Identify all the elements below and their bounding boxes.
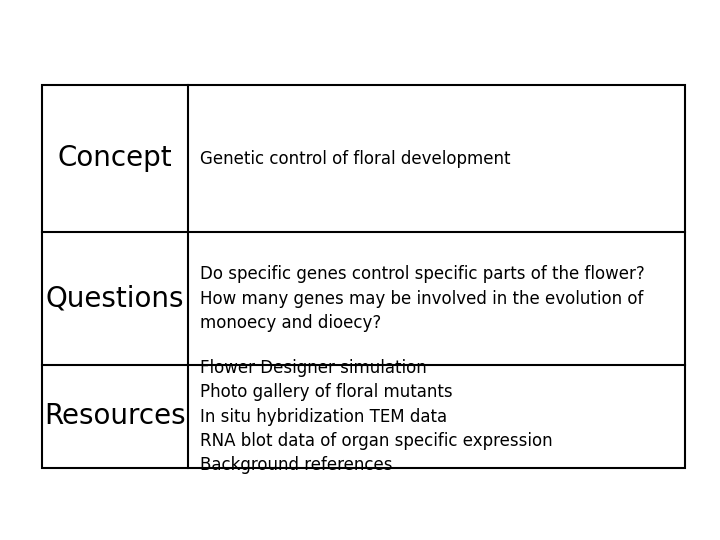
Text: Do specific genes control specific parts of the flower?: Do specific genes control specific parts… xyxy=(200,265,644,284)
Text: Concept: Concept xyxy=(58,145,172,172)
Text: Photo gallery of floral mutants: Photo gallery of floral mutants xyxy=(200,383,453,401)
Text: Resources: Resources xyxy=(44,402,186,430)
Text: Flower Designer simulation: Flower Designer simulation xyxy=(200,359,427,377)
Text: In situ hybridization TEM data: In situ hybridization TEM data xyxy=(200,408,447,426)
Text: How many genes may be involved in the evolution of: How many genes may be involved in the ev… xyxy=(200,289,644,307)
Text: Genetic control of floral development: Genetic control of floral development xyxy=(200,150,510,167)
Bar xyxy=(42,85,685,468)
Text: monoecy and dioecy?: monoecy and dioecy? xyxy=(200,314,382,332)
Text: Background references: Background references xyxy=(200,456,392,474)
Text: RNA blot data of organ specific expression: RNA blot data of organ specific expressi… xyxy=(200,431,553,450)
Text: Questions: Questions xyxy=(46,285,184,313)
